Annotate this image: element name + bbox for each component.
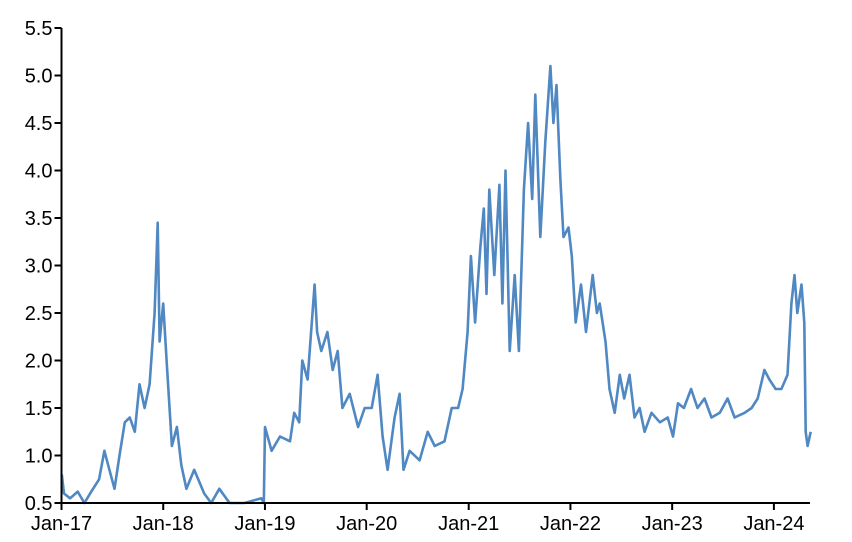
y-tick-label: 1.5 — [25, 398, 53, 420]
y-tick-label: 2.5 — [25, 303, 53, 325]
x-tick-label: Jan-18 — [133, 513, 194, 535]
x-tick-label: Jan-17 — [31, 513, 92, 535]
y-tick-label: 3.0 — [25, 256, 53, 278]
x-tick-label: Jan-24 — [743, 513, 804, 535]
y-tick-label: 5.0 — [25, 66, 53, 88]
y-tick-label: 3.5 — [25, 208, 53, 230]
x-tick-label: Jan-21 — [438, 513, 499, 535]
y-tick-label: 0.5 — [25, 493, 53, 515]
series-line — [60, 64, 812, 505]
x-tick-label: Jan-22 — [540, 513, 601, 535]
y-tick-label: 2.0 — [25, 351, 53, 373]
axis-ticks: 0.5 1.0 1.5 2.0 2.5 3.0 3.5 4.0 4.5 5.0 5.5 Jan-17 J… — [25, 18, 805, 535]
y-tick-label: 4.0 — [25, 161, 53, 183]
y-tick-label: 4.5 — [25, 113, 53, 135]
x-tick-label: Jan-20 — [336, 513, 397, 535]
y-tick-label: 5.5 — [25, 18, 53, 40]
x-tick-label: Jan-19 — [234, 513, 295, 535]
x-tick-label: Jan-23 — [642, 513, 703, 535]
y-tick-label: 1.0 — [25, 446, 53, 468]
